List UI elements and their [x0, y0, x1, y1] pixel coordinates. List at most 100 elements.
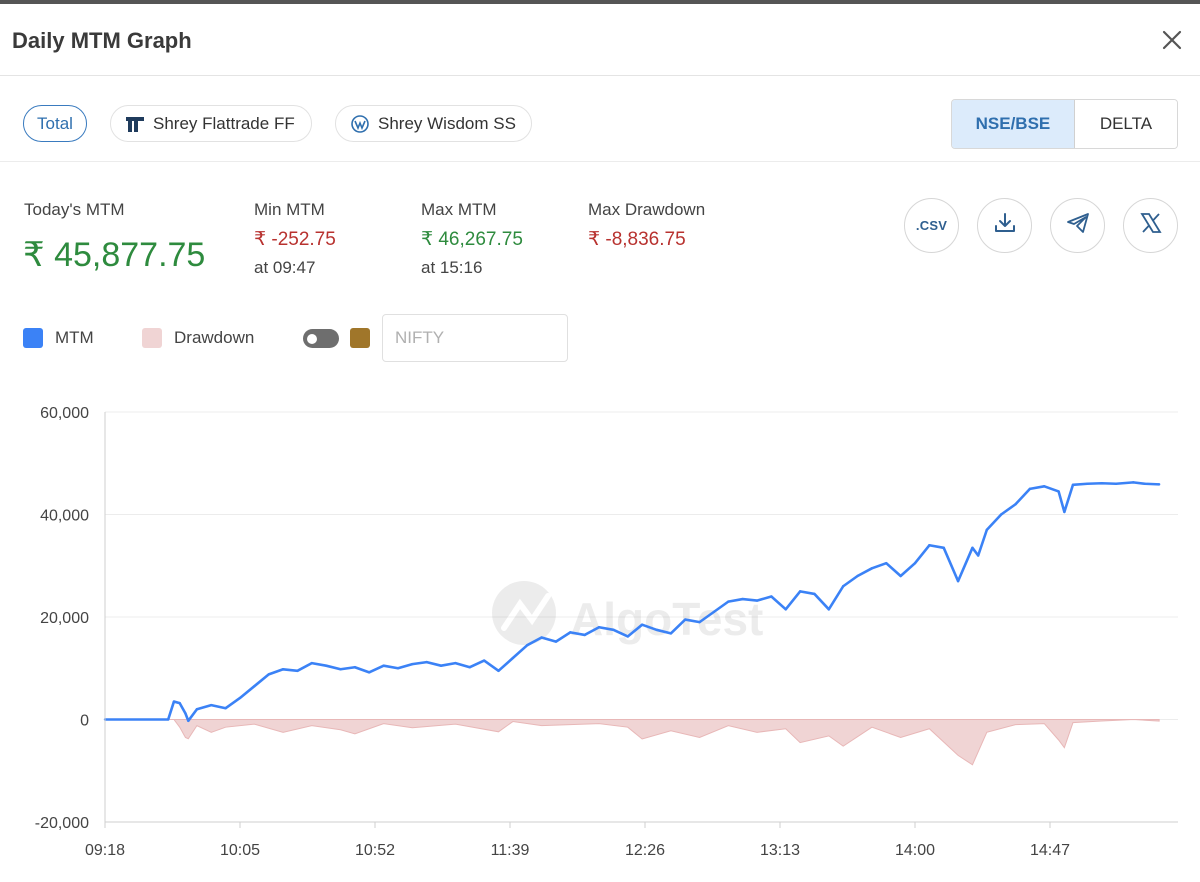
x-share-button[interactable]	[1123, 198, 1178, 253]
x-logo-icon	[1137, 209, 1165, 242]
mtm-legend-swatch[interactable]	[23, 328, 43, 348]
mtm-point	[712, 610, 716, 614]
chip-shrey-flattrade-label: Shrey Flattrade FF	[153, 113, 295, 133]
chart-axes: 60,000 40,000 20,000 0 -20,000 09:18 10:05 10:5…	[35, 405, 1178, 859]
mtm-point	[439, 664, 443, 667]
drawdown-series	[105, 718, 1160, 766]
x-tick-label: 10:05	[220, 842, 260, 859]
chip-shrey-flattrade[interactable]: Shrey Flattrade FF	[110, 105, 312, 142]
mtm-point	[1114, 482, 1118, 485]
mtm-point	[187, 719, 190, 722]
x-tick-label: 11:39	[491, 842, 530, 859]
max-drawdown-label: Max Drawdown	[588, 200, 706, 219]
mtm-point	[684, 618, 687, 621]
x-tick-label: 14:00	[895, 842, 935, 859]
mtm-point	[928, 544, 931, 547]
mtm-point	[454, 661, 457, 665]
mtm-point	[482, 659, 486, 662]
mtm-point	[238, 696, 242, 700]
drawdown-legend-swatch[interactable]	[142, 328, 162, 348]
mtm-point	[1043, 485, 1046, 488]
download-icon	[991, 209, 1019, 242]
mtm-point	[296, 669, 299, 673]
mtm-point	[741, 597, 744, 601]
dialog-header: Daily MTM Graph	[0, 4, 1200, 76]
mtm-point	[195, 708, 199, 711]
nifty-color-swatch[interactable]	[350, 328, 370, 348]
mtm-point	[885, 561, 888, 565]
drawdown-legend-label[interactable]: Drawdown	[174, 328, 255, 347]
nifty-toggle[interactable]	[303, 329, 339, 348]
wisdom-logo-icon	[350, 114, 370, 134]
mtm-point	[784, 608, 787, 611]
mtm-point	[1014, 503, 1017, 506]
telegram-icon	[1064, 209, 1092, 242]
mtm-point	[1086, 482, 1089, 485]
mtm-point	[899, 574, 902, 578]
mtm-point	[655, 628, 658, 632]
segment-nse-bse[interactable]: NSE/BSE	[952, 100, 1075, 148]
exchange-toggle: NSE/BSE DELTA	[951, 99, 1178, 149]
mtm-point	[956, 579, 960, 583]
mtm-point	[985, 528, 989, 532]
mtm-point	[999, 513, 1003, 516]
csv-label: .CSV	[915, 218, 948, 233]
mtm-point	[253, 684, 256, 688]
mtm-point	[669, 632, 673, 635]
max-drawdown-value: ₹ -8,836.75	[588, 229, 686, 250]
mtm-point	[411, 662, 414, 666]
segment-delta[interactable]: DELTA	[1074, 100, 1177, 148]
x-tick-label: 12:26	[625, 842, 665, 859]
mtm-point	[569, 631, 572, 634]
y-tick-label: 20,000	[40, 610, 89, 627]
mtm-point	[210, 703, 213, 707]
mtm-point	[813, 592, 816, 596]
mtm-point	[870, 567, 874, 570]
mtm-point	[971, 546, 974, 550]
y-tick-label: 60,000	[40, 405, 89, 422]
mtm-point	[353, 666, 357, 669]
nifty-symbol-input[interactable]	[382, 314, 568, 362]
close-icon[interactable]	[1158, 26, 1186, 54]
mtm-point	[841, 585, 845, 588]
mtm-point	[166, 718, 170, 721]
csv-export-button[interactable]: .CSV	[904, 198, 959, 253]
mtm-point	[640, 623, 644, 626]
mtm-point	[468, 666, 471, 669]
mtm-point	[612, 628, 615, 632]
download-button[interactable]	[977, 198, 1032, 253]
dialog-title: Daily MTM Graph	[12, 28, 192, 53]
toggle-knob	[307, 334, 317, 344]
mtm-point	[727, 600, 730, 603]
chip-shrey-wisdom[interactable]: Shrey Wisdom SS	[335, 105, 532, 142]
y-tick-label: 0	[80, 713, 89, 730]
mtm-point	[339, 668, 342, 671]
mtm-point	[698, 620, 701, 624]
max-mtm-time: at 15:16	[421, 258, 483, 277]
mtm-point	[583, 633, 586, 637]
mtm-point	[755, 599, 759, 602]
chip-total-label: Total	[37, 113, 73, 133]
mtm-chart: AlgoTest 60,00040,00020,0000-20,00009:18…	[35, 405, 1178, 859]
mtm-line[interactable]	[105, 481, 1160, 723]
mtm-point	[1100, 482, 1103, 485]
mtm-point	[1071, 483, 1075, 486]
chip-total[interactable]: Total	[23, 105, 87, 142]
mtm-legend-label[interactable]: MTM	[55, 328, 94, 347]
mtm-point	[1157, 483, 1161, 486]
mtm-point	[1063, 510, 1066, 514]
mtm-point	[281, 668, 285, 671]
mtm-point	[368, 671, 371, 674]
todays-mtm-value: ₹ 45,877.75	[23, 236, 206, 274]
telegram-share-button[interactable]	[1050, 198, 1105, 253]
mtm-point	[324, 664, 328, 667]
mtm-point	[626, 635, 629, 638]
drawdown-area	[105, 718, 1160, 766]
mtm-point	[224, 707, 227, 710]
mtm-point	[178, 701, 181, 705]
mtm-point	[1143, 482, 1146, 485]
mtm-point	[1057, 490, 1060, 493]
mtm-point	[540, 636, 543, 639]
min-mtm-value: ₹ -252.75	[254, 229, 336, 250]
x-tick-label: 10:52	[355, 842, 395, 859]
